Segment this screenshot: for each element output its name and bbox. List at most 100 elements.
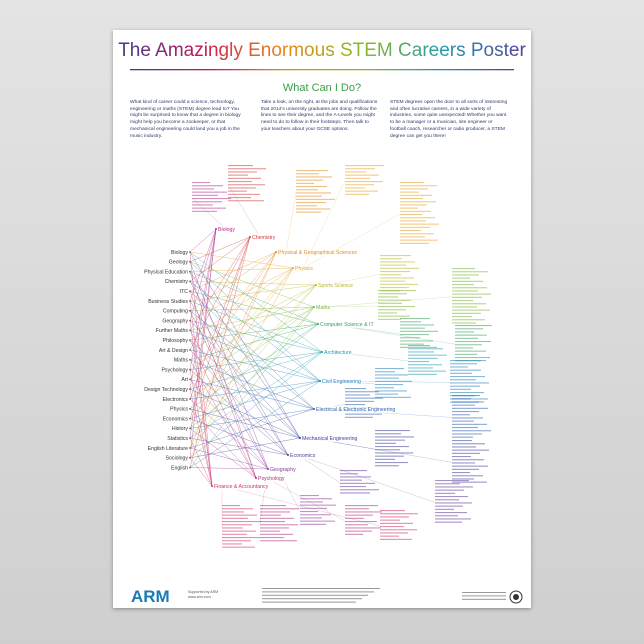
career-text (435, 480, 469, 482)
subject-label: History (172, 426, 189, 432)
career-text (452, 306, 477, 308)
link (189, 236, 251, 351)
degree-dot (211, 485, 213, 487)
career-text (435, 521, 462, 523)
career-text (222, 533, 247, 535)
career-text (452, 401, 484, 403)
career-text (192, 188, 214, 190)
link (189, 306, 315, 331)
career-text (400, 318, 430, 320)
link (189, 437, 289, 456)
subject-dot (189, 290, 191, 293)
career-text (222, 540, 251, 542)
link (189, 236, 251, 331)
career-text (452, 322, 476, 324)
career-text (375, 458, 395, 460)
career-text (345, 193, 369, 195)
label-bg (319, 321, 375, 329)
career-text (435, 492, 455, 494)
career-text (380, 271, 410, 273)
career-text (380, 283, 418, 285)
career-link (323, 305, 379, 308)
subject-dot (189, 378, 191, 381)
career-text (345, 171, 366, 173)
career-text (452, 404, 475, 406)
career-text (300, 498, 332, 500)
link (189, 281, 321, 382)
career-text (450, 372, 472, 374)
subject-label: Art (181, 377, 188, 383)
career-text (380, 280, 405, 282)
career-text (452, 284, 474, 286)
degree-dot (317, 323, 319, 325)
career-text (345, 524, 368, 526)
career-text (380, 516, 409, 518)
career-text (375, 396, 411, 398)
career-text (345, 168, 375, 170)
career-text (435, 515, 458, 517)
career-text (222, 514, 257, 516)
subject-label: Maths (174, 358, 189, 364)
career-text (222, 511, 244, 513)
career-text (452, 312, 481, 314)
career-text (408, 373, 437, 375)
career-text (455, 325, 492, 327)
career-link (285, 192, 297, 253)
career-text (452, 465, 488, 467)
career-text (296, 205, 317, 207)
link (189, 251, 323, 353)
career-text (228, 190, 247, 192)
career-link (297, 454, 341, 483)
subject-label: Further Maths (156, 328, 189, 334)
career-text (228, 177, 261, 179)
link (189, 271, 301, 439)
career-text (260, 533, 293, 535)
link (189, 284, 317, 302)
career-text (450, 385, 480, 387)
career-text (260, 530, 280, 532)
subject-dot (189, 398, 191, 400)
subject-dot (189, 339, 191, 342)
career-text (192, 185, 223, 187)
career-text (452, 309, 490, 311)
degree-dot (287, 454, 289, 456)
career-text (300, 511, 318, 513)
career-text (340, 470, 367, 472)
career-text (345, 181, 383, 183)
career-text (228, 171, 257, 173)
career-text (452, 459, 484, 461)
career-text (345, 165, 384, 167)
intro-paragraph: STEM degrees open the door to all sorts … (390, 100, 508, 139)
subject-label: Chemistry (165, 279, 189, 285)
career-text (378, 315, 410, 317)
career-text (452, 414, 470, 416)
link (189, 467, 269, 470)
link (189, 369, 289, 456)
career-text (375, 465, 399, 467)
career-text (378, 309, 406, 311)
degree-label: Electrical & Electronic Engineering (316, 407, 395, 413)
career-text (380, 261, 415, 263)
subject-dot (189, 368, 191, 371)
career-text (380, 258, 402, 260)
subject-dot (189, 427, 191, 430)
career-text (455, 331, 474, 333)
career-text (452, 472, 470, 474)
career-text (452, 319, 485, 321)
link (189, 267, 294, 409)
link (189, 267, 294, 390)
career-text (450, 392, 484, 394)
career-text (452, 296, 482, 298)
subject-label: Computing (163, 309, 188, 315)
career-text (452, 468, 479, 470)
link (189, 351, 323, 439)
degree-label: Sports Science (318, 283, 353, 289)
career-text (296, 208, 330, 210)
career-text (408, 357, 438, 359)
degree-dot (275, 251, 277, 253)
career-text (400, 340, 433, 342)
career-text (345, 174, 379, 176)
link (189, 408, 315, 429)
subject-label: Philosophy (163, 338, 189, 344)
